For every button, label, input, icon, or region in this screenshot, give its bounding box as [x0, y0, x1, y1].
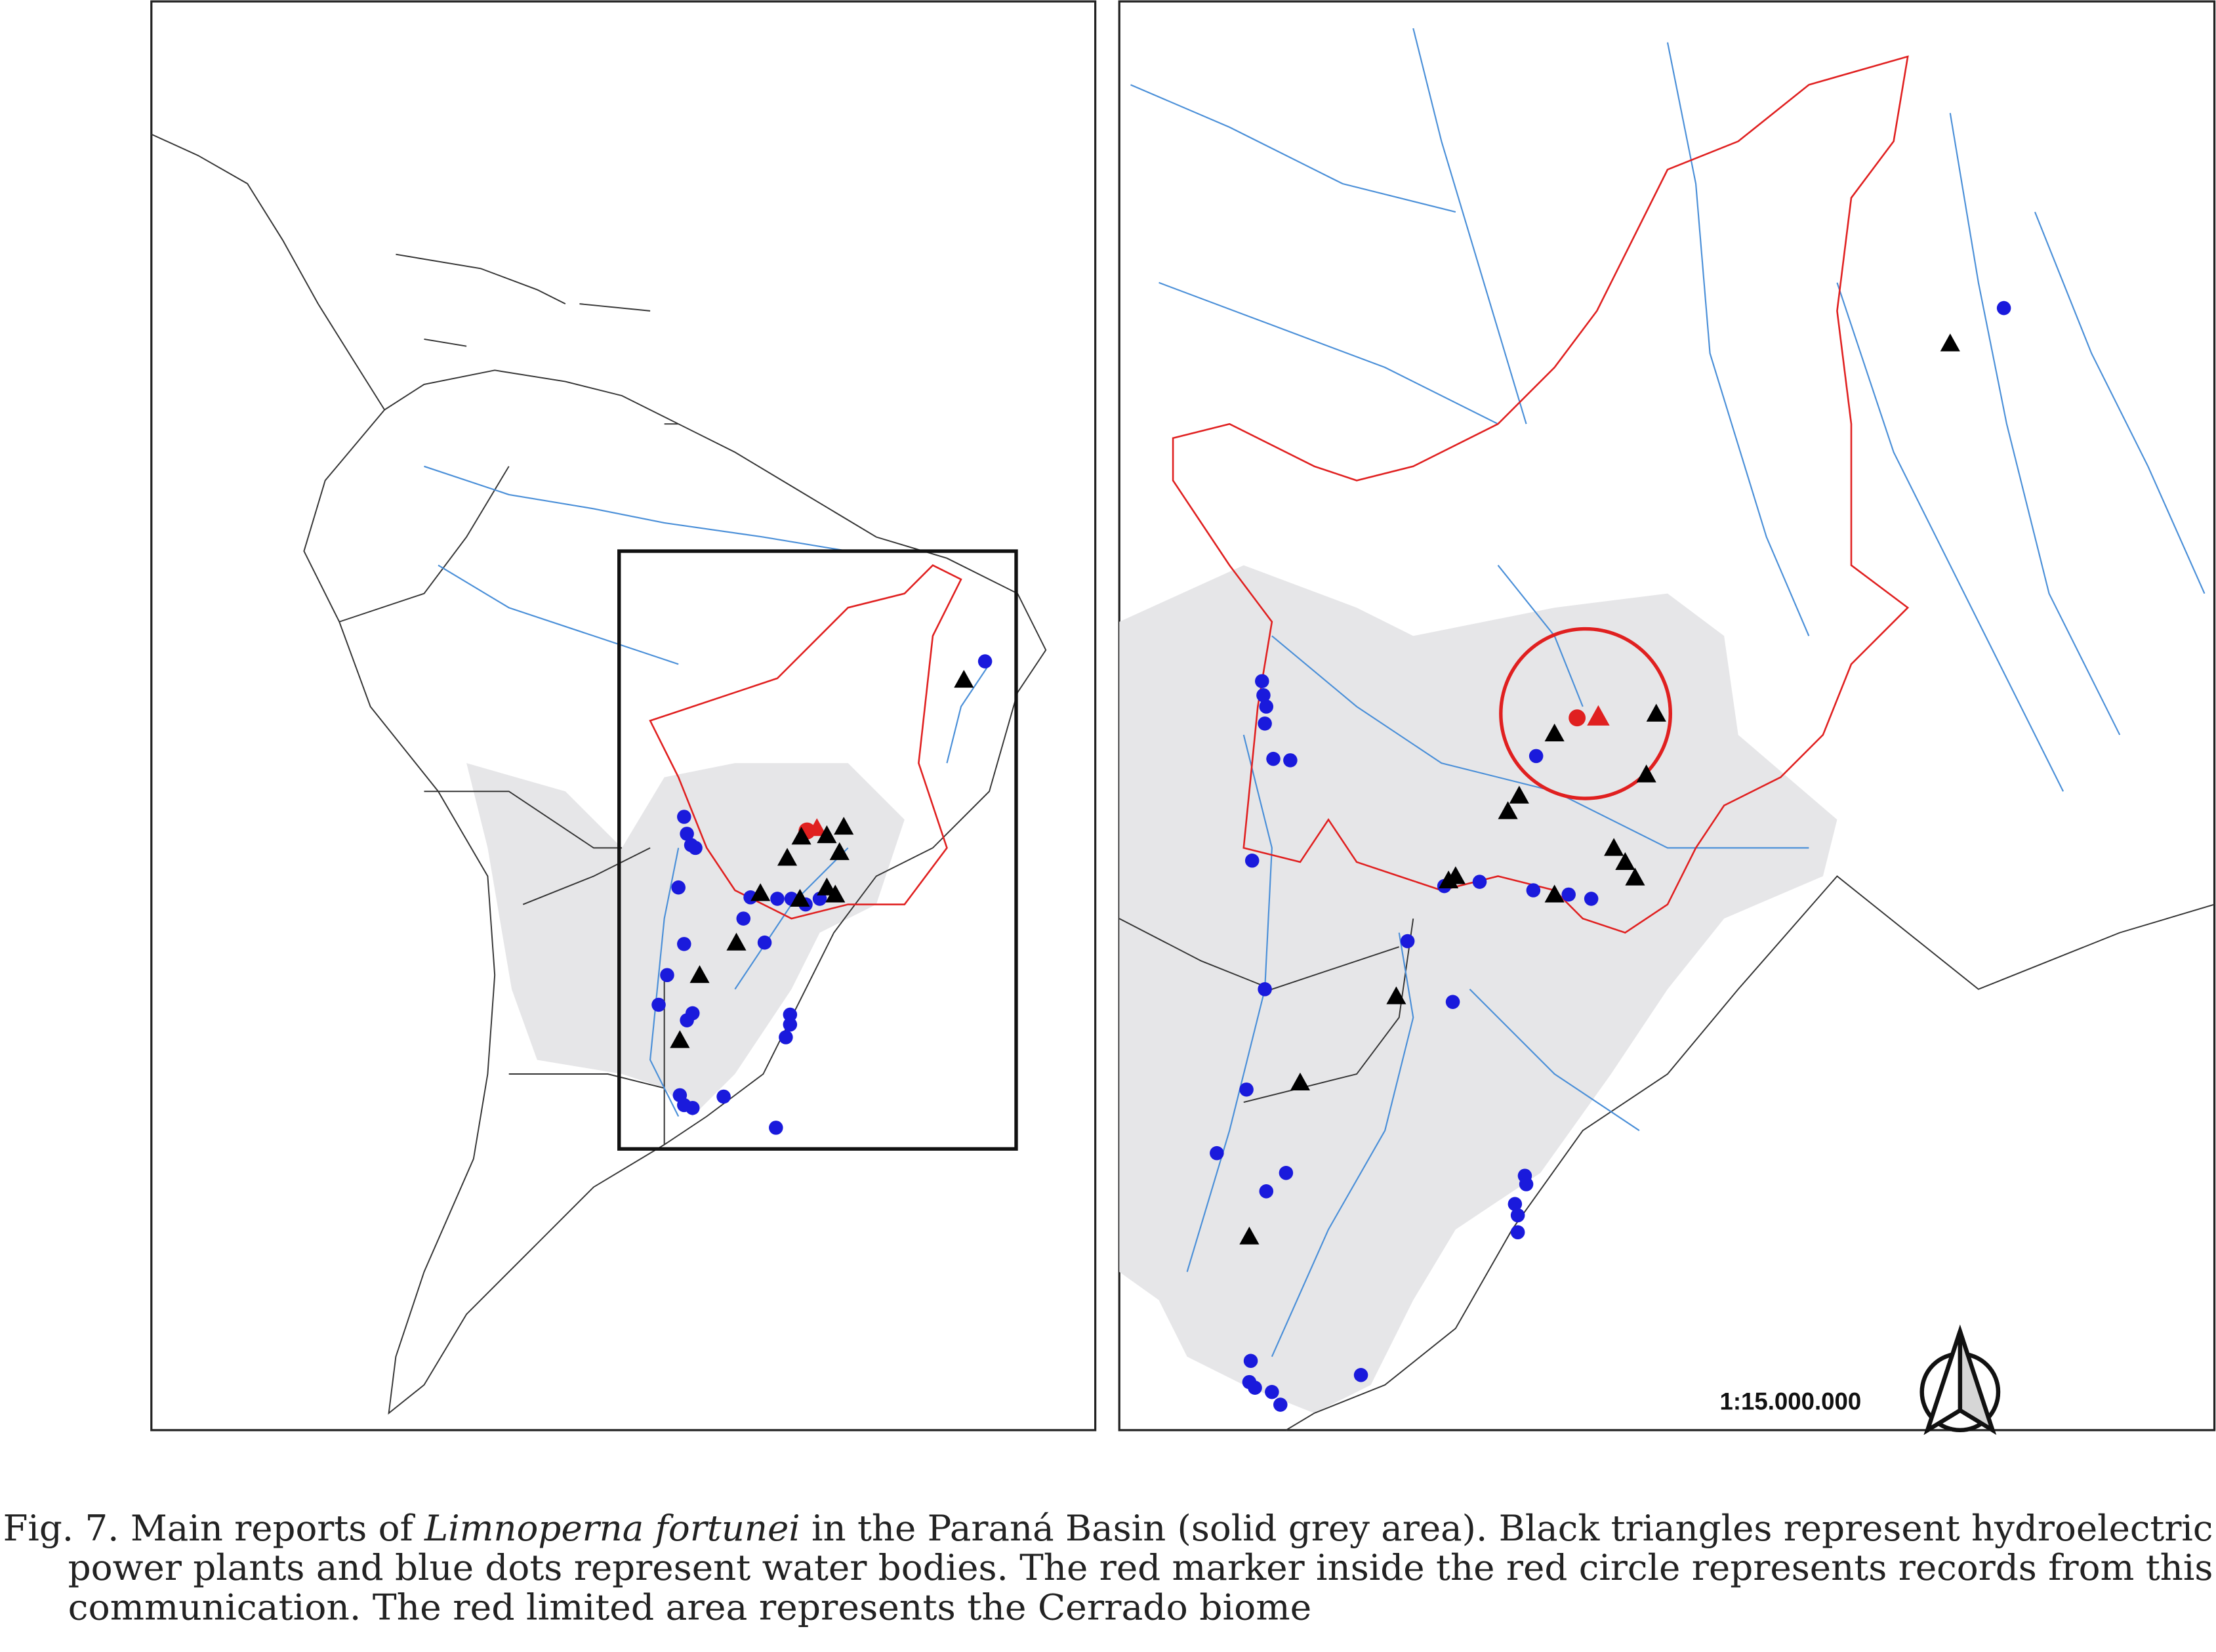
power-plant: [1587, 705, 1610, 726]
central-america: [151, 133, 385, 411]
power-plant: [817, 825, 837, 844]
power-plant: [1290, 1072, 1311, 1091]
caption-text: Fig. 7. Main reports of: [3, 1508, 424, 1549]
power-plant: [726, 932, 747, 951]
record-dot: [651, 997, 666, 1012]
power-plant: [790, 888, 810, 907]
power-plant: [1625, 867, 1645, 886]
detail-map: 1:15.000.000: [1118, 0, 2216, 1435]
power-plant: [1509, 785, 1529, 804]
power-plant: [1386, 986, 1406, 1004]
south-america: [303, 369, 1047, 1415]
record-dot: [1472, 875, 1487, 889]
power-plant: [829, 842, 850, 860]
record-dot: [1255, 674, 1269, 688]
parana-basin: [1119, 565, 1837, 1413]
record-dot: [1569, 709, 1586, 727]
record-dot: [1259, 1184, 1274, 1199]
caption-line: power plants and blue dots represent wat…: [68, 1547, 2213, 1588]
record-dot: [1584, 892, 1599, 906]
power-plant: [1239, 1226, 1260, 1245]
record-dot: [783, 1007, 798, 1022]
record-dot: [1508, 1197, 1523, 1211]
power-plant: [777, 848, 798, 866]
caption-line: Fig. 7. Main reports of Limnoperna fortu…: [3, 1508, 2213, 1549]
caption-line: communication. The red limited area repr…: [68, 1586, 1312, 1628]
record-dot: [757, 935, 772, 950]
caption-text: in the Paraná Basin (solid grey area). B…: [800, 1508, 2213, 1549]
highlight-circle: [1499, 627, 1672, 800]
record-dot: [769, 1121, 783, 1135]
cerrado: [649, 564, 962, 920]
record-dot: [1259, 699, 1274, 714]
record-dot: [770, 892, 785, 906]
record-dot: [783, 1017, 798, 1032]
record-dot: [1265, 1384, 1279, 1399]
rivers: [424, 465, 990, 1117]
cerrado: [1172, 55, 1910, 934]
scale-label: 1:15.000.000: [1719, 1388, 1861, 1415]
north-arrow: [1919, 1324, 2001, 1435]
power-plant: [1646, 703, 1666, 722]
overview-map: [150, 0, 1097, 1432]
record-dot: [1510, 1225, 1525, 1240]
power-plant: [1544, 723, 1565, 741]
record-dot: [1526, 883, 1541, 898]
record-dot: [1210, 1146, 1224, 1161]
power-plant: [954, 669, 974, 688]
record-dot: [1561, 887, 1576, 902]
record-dot: [1529, 749, 1544, 764]
record-dot: [779, 1030, 793, 1044]
power-plant: [791, 827, 811, 845]
power-plant: [825, 884, 846, 903]
record-dot: [716, 1089, 731, 1104]
power-plant: [670, 1030, 690, 1048]
caribbean-islands: [396, 253, 679, 425]
record-dot: [680, 827, 694, 841]
panel-frame: [150, 0, 1097, 1432]
power-plant: [834, 816, 854, 835]
power-plant: [1439, 870, 1459, 888]
power-plant: [1940, 333, 1960, 352]
record-dot: [671, 880, 686, 895]
record-dot: [977, 654, 993, 669]
record-dot: [685, 1100, 700, 1115]
record-dot: [1283, 753, 1298, 768]
record-dot: [1273, 1397, 1288, 1412]
record-dot: [660, 968, 674, 983]
record-dot: [1244, 854, 1260, 868]
borders: [339, 466, 665, 1145]
power-plant: [750, 883, 771, 901]
record-dot: [1519, 1177, 1534, 1191]
record-dot: [1258, 716, 1272, 731]
power-plant: [817, 877, 837, 896]
record-dot: [1353, 1368, 1368, 1382]
species-name: Limnoperna fortunei: [424, 1508, 800, 1549]
record-dot: [1239, 1082, 1254, 1097]
inset-frame: [617, 549, 1018, 1151]
power-plant: [1604, 838, 1624, 856]
record-dot: [677, 810, 691, 824]
record-dot: [677, 937, 691, 951]
record-dot: [1256, 688, 1271, 703]
record-dot: [685, 1006, 700, 1021]
record-dot: [1400, 934, 1415, 949]
record-dot: [1266, 751, 1281, 766]
record-dot: [1243, 1353, 1258, 1369]
record-dot: [1279, 1166, 1294, 1180]
record-dot: [688, 840, 703, 856]
power-plant: [1498, 801, 1518, 819]
power-plant: [807, 818, 827, 836]
power-plant: [1544, 884, 1565, 903]
record-dot: [1248, 1380, 1262, 1395]
record-dot: [1258, 982, 1272, 997]
record-dot: [1445, 995, 1460, 1009]
power-plant: [1615, 852, 1635, 870]
record-dot: [736, 911, 751, 926]
power-plant: [1636, 764, 1656, 783]
record-dot: [1996, 300, 2011, 316]
power-plant: [689, 965, 710, 983]
record-dot: [1510, 1208, 1525, 1223]
